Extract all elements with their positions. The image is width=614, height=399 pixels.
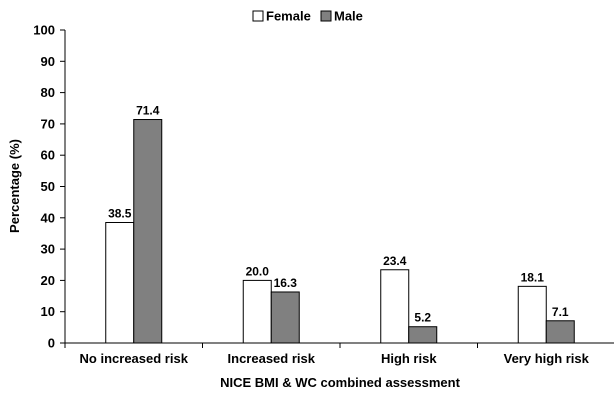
bar-female — [105, 221, 135, 344]
bar-male — [133, 119, 163, 344]
data-label-male: 16.3 — [274, 276, 298, 290]
y-tick-label: 40 — [41, 210, 55, 225]
x-tick-label: Increased risk — [228, 351, 316, 366]
x-tick-label: Very high risk — [504, 351, 590, 366]
y-tick-label: 10 — [41, 304, 55, 319]
bar-female — [380, 269, 410, 344]
y-tick-label: 30 — [41, 242, 55, 257]
y-tick-label: 90 — [41, 54, 55, 69]
bar-female — [242, 279, 272, 344]
bar-male — [270, 291, 300, 344]
y-tick-label: 0 — [48, 336, 55, 351]
bar-male — [545, 320, 575, 344]
data-label-female: 20.0 — [246, 264, 270, 278]
data-label-male: 71.4 — [136, 104, 160, 118]
legend: Female Male — [252, 9, 363, 24]
x-axis: No increased risk Increased risk High risk… — [64, 342, 614, 366]
y-axis-title: Percentage (%) — [7, 139, 22, 233]
data-label-male: 7.1 — [552, 305, 569, 319]
y-tick-label: 20 — [41, 273, 55, 288]
legend-swatch-female — [252, 10, 264, 22]
y-tick-label: 50 — [41, 179, 55, 194]
y-axis: 0 10 20 30 40 50 60 70 80 90 100 — [33, 23, 66, 351]
data-label-female: 23.4 — [383, 254, 407, 268]
data-label-male: 5.2 — [414, 311, 431, 325]
x-axis-title: NICE BMI & WC combined assessment — [220, 375, 460, 390]
x-tick-label: High risk — [381, 351, 437, 366]
y-tick-label: 70 — [41, 116, 55, 131]
data-label-female: 38.5 — [108, 206, 132, 220]
data-labels: 38.5 71.4 20.0 16.3 23.4 5.2 18.1 7.1 — [108, 104, 569, 325]
x-tick-label: No increased risk — [80, 351, 189, 366]
y-tick-label: 100 — [33, 23, 55, 38]
bar-male — [408, 326, 438, 344]
legend-swatch-male — [320, 10, 332, 22]
data-label-female: 18.1 — [521, 270, 545, 284]
bar-female — [517, 285, 547, 344]
legend-label-female: Female — [266, 9, 311, 24]
legend-label-male: Male — [334, 9, 363, 24]
y-tick-label: 80 — [41, 85, 55, 100]
bars — [105, 119, 575, 344]
y-tick-label: 60 — [41, 148, 55, 163]
